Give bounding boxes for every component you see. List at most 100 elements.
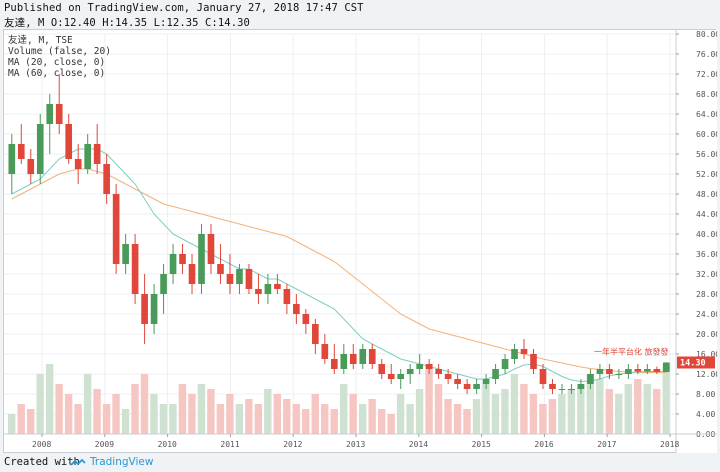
candle-body: [368, 349, 376, 364]
y-tick-label: 40.00: [696, 230, 717, 239]
volume-bar: [358, 404, 367, 434]
candle-body: [150, 294, 158, 324]
volume-bar: [634, 379, 642, 434]
volume-bar: [159, 404, 168, 434]
candle-body: [406, 369, 414, 374]
volume-bar: [188, 394, 196, 434]
candle-body: [606, 369, 613, 374]
volume-bar: [302, 409, 310, 434]
y-tick-label: 56.00: [696, 150, 717, 159]
tradingview-brand[interactable]: TradingView: [90, 456, 154, 468]
candle-body: [84, 144, 91, 169]
candle-body: [188, 264, 196, 284]
volume-bar: [197, 384, 206, 434]
volume-bar: [415, 389, 424, 434]
candle-body: [46, 104, 54, 124]
volume-bar: [321, 404, 329, 434]
y-tick-label: 20.00: [696, 330, 717, 339]
candle-body: [397, 374, 405, 379]
volume-bar: [45, 364, 54, 434]
x-tick-label: 2016: [534, 440, 553, 449]
candle-body: [530, 354, 537, 369]
candle-body: [549, 384, 556, 389]
x-tick-label: 2013: [346, 440, 365, 449]
legend-volume: Volume (false, 20): [8, 46, 111, 57]
candle-body: [378, 364, 386, 374]
volume-bar: [425, 364, 433, 434]
candle-body: [65, 124, 73, 159]
candle-body: [321, 344, 329, 359]
volume-bar: [368, 399, 376, 434]
candle-body: [236, 269, 243, 284]
volume-bar: [463, 409, 471, 434]
volume-bar: [169, 404, 177, 434]
volume-bar: [74, 404, 82, 434]
candle-body: [492, 369, 499, 379]
candle-body: [653, 369, 661, 372]
candle-body: [169, 254, 177, 274]
x-tick-label: 2015: [472, 440, 491, 449]
x-tick-label: 2017: [597, 440, 616, 449]
volume-bar: [311, 394, 319, 434]
candle-body: [558, 389, 566, 390]
volume-bar: [520, 384, 528, 434]
candle-body: [425, 364, 433, 369]
volume-bar: [510, 374, 519, 434]
volume-bar: [586, 374, 595, 434]
ma60-line: [11, 168, 667, 373]
candle-body: [501, 359, 509, 369]
candle-body: [463, 384, 471, 389]
y-tick-label: 12.00: [696, 370, 717, 379]
candle-body: [141, 294, 148, 324]
x-tick-label: 2018: [660, 440, 679, 449]
candle-body: [416, 364, 423, 369]
volume-bar: [131, 384, 139, 434]
volume-bar: [207, 389, 215, 434]
candle-body: [387, 374, 395, 379]
volume-bar: [55, 384, 63, 434]
candle-body: [662, 362, 670, 372]
price-chart[interactable]: 0.004.008.0012.0016.0020.0024.0028.0032.…: [4, 30, 717, 454]
candle-body: [255, 289, 262, 294]
volume-bar: [349, 394, 357, 434]
volume-bar: [17, 404, 25, 434]
y-axis-panel: [676, 30, 717, 454]
candle-body: [511, 349, 518, 359]
x-tick-label: 2010: [158, 440, 177, 449]
candle-body: [27, 159, 35, 174]
y-tick-label: 80.00: [696, 30, 717, 39]
volume-bar: [539, 404, 547, 434]
candle-body: [283, 289, 291, 304]
tradingview-logo-icon: [70, 458, 86, 466]
volume-bar: [662, 364, 670, 434]
candle-body: [577, 384, 585, 389]
candle-body: [122, 244, 129, 264]
volume-bar: [387, 414, 395, 434]
candle-body: [349, 354, 357, 364]
volume-bar: [567, 389, 576, 434]
candle-body: [330, 359, 338, 369]
candle-body: [568, 389, 575, 390]
volume-bar: [605, 389, 613, 434]
chart-area[interactable]: 0.004.008.0012.0016.0020.0024.0028.0032.…: [3, 29, 717, 454]
candle-body: [17, 144, 25, 159]
volume-bar: [482, 384, 490, 434]
y-tick-label: 52.00: [696, 170, 717, 179]
volume-bar: [83, 374, 92, 434]
y-tick-label: 36.00: [696, 250, 717, 259]
last-price-badge: [677, 356, 715, 369]
candle-body: [93, 144, 101, 164]
candle-body: [74, 159, 82, 169]
volume-bar: [491, 394, 500, 434]
candle-body: [587, 374, 594, 384]
last-price-label: 14.30: [680, 359, 706, 369]
y-tick-label: 72.00: [696, 70, 717, 79]
volume-bar: [596, 379, 604, 434]
candle-body: [274, 284, 281, 289]
volume-bar: [254, 404, 263, 434]
indicator-legend: 友達, M, TSE Volume (false, 20) MA (20, cl…: [8, 35, 111, 79]
candle-body: [302, 314, 310, 324]
candle-body: [634, 369, 642, 372]
candle-body: [444, 374, 452, 379]
candle-body: [615, 374, 623, 375]
